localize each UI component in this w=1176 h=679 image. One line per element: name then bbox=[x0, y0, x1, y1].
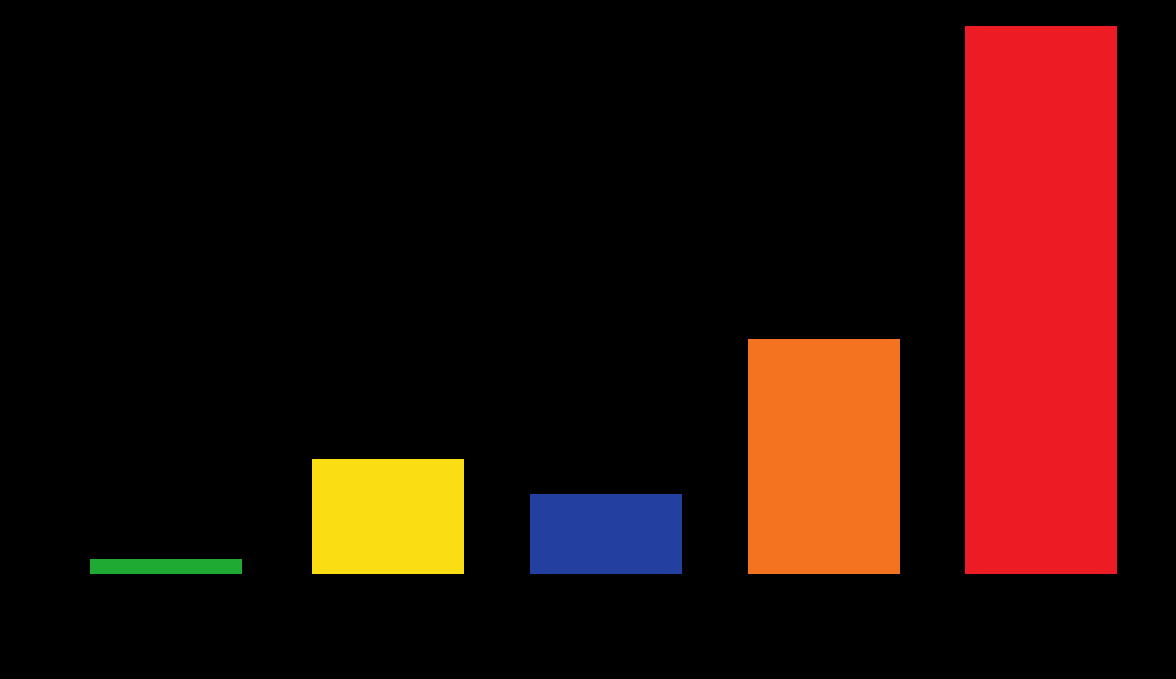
bar-3 bbox=[748, 339, 900, 574]
bar-chart bbox=[0, 0, 1176, 679]
bar-0 bbox=[90, 559, 242, 574]
bar-2 bbox=[530, 494, 682, 574]
bar-4 bbox=[965, 26, 1117, 574]
bar-1 bbox=[312, 459, 464, 574]
